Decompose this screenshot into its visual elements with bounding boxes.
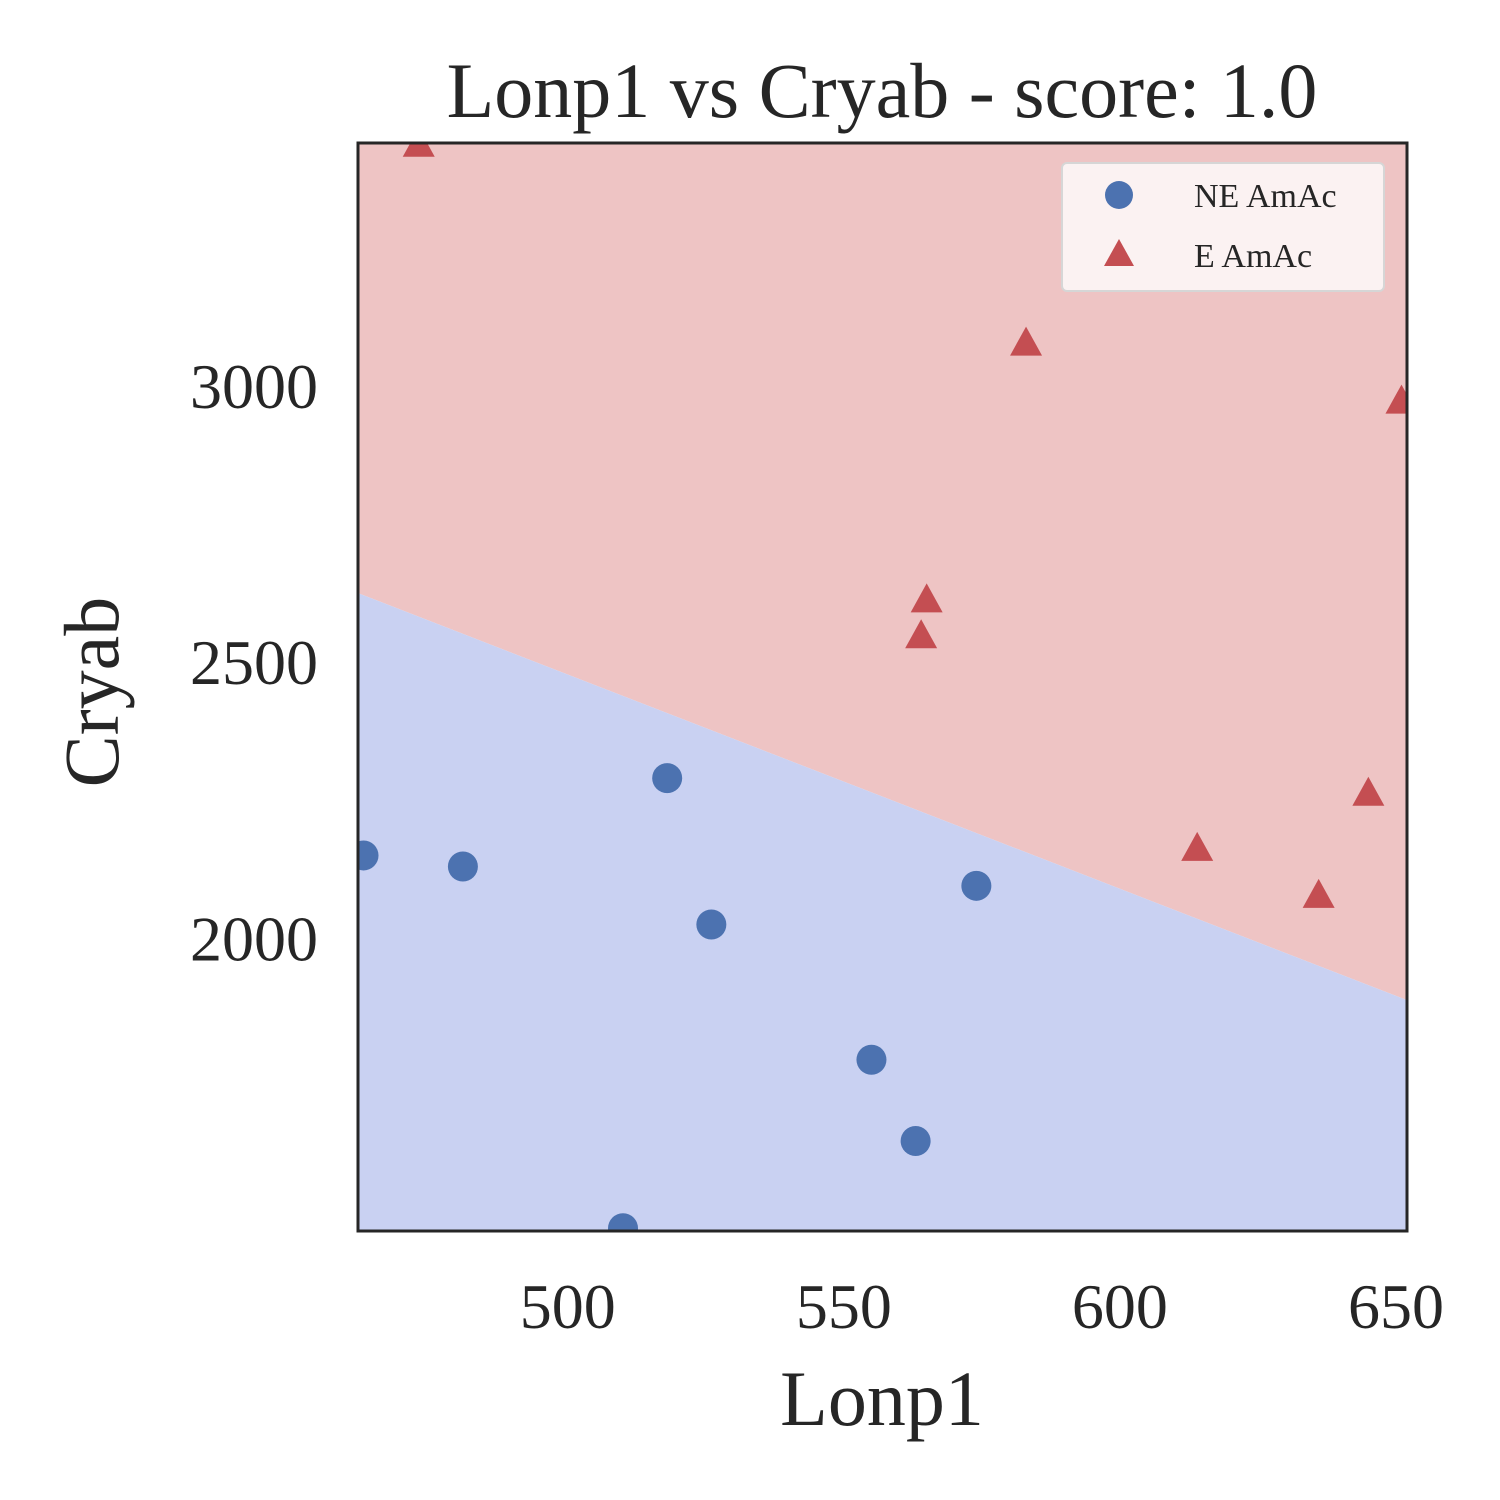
y-tick-label: 3000 xyxy=(190,351,318,422)
data-points xyxy=(358,143,1407,1231)
e-amac-point xyxy=(1010,326,1043,356)
plot-frame xyxy=(356,141,1409,1233)
x-tick-label: 650 xyxy=(1348,1271,1444,1342)
ne-amac-point xyxy=(652,763,683,794)
legend-marker-ne-amac xyxy=(1105,181,1133,209)
legend-box xyxy=(1061,162,1385,292)
region-ne-amac xyxy=(358,593,1407,1231)
legend-marker-e-amac xyxy=(1104,239,1134,266)
ne-amac-point xyxy=(856,1044,887,1075)
ne-amac-point xyxy=(696,909,727,940)
y-axis-ticks: 2000 2500 3000 xyxy=(190,351,318,974)
legend-label-ne-amac: NE AmAc xyxy=(1194,178,1337,215)
legend: NE AmAc E AmAc xyxy=(1061,162,1385,292)
legend-label-e-amac: E AmAc xyxy=(1194,238,1312,275)
e-amac-point xyxy=(1352,776,1385,806)
ne-amac-point xyxy=(608,1213,639,1231)
x-tick-label: 550 xyxy=(796,1271,892,1342)
y-tick-label: 2000 xyxy=(190,903,318,974)
x-tick-label: 600 xyxy=(1072,1271,1168,1342)
e-amac-point xyxy=(910,583,943,613)
ne-amac-point xyxy=(447,851,478,882)
y-tick-label: 2500 xyxy=(190,627,318,698)
chart-title: Lonp1 vs Cryab - score: 1.0 xyxy=(447,47,1318,134)
e-amac-point xyxy=(402,143,435,157)
ne-amac-point xyxy=(900,1125,931,1156)
e-amac-point xyxy=(905,619,938,649)
region-e-amac xyxy=(358,143,1407,1001)
decision-regions xyxy=(358,143,1407,1231)
e-amac-point xyxy=(1302,878,1335,908)
x-axis-label: Lonp1 xyxy=(780,1355,984,1442)
y-axis-label: Cryab xyxy=(48,597,135,788)
e-amac-point xyxy=(1181,831,1214,861)
e-amac-point xyxy=(1385,384,1407,414)
ne-amac-point xyxy=(961,870,992,901)
x-tick-label: 500 xyxy=(520,1271,616,1342)
x-axis-ticks: 500 550 600 650 xyxy=(520,1271,1444,1342)
ne-amac-point xyxy=(358,840,379,871)
